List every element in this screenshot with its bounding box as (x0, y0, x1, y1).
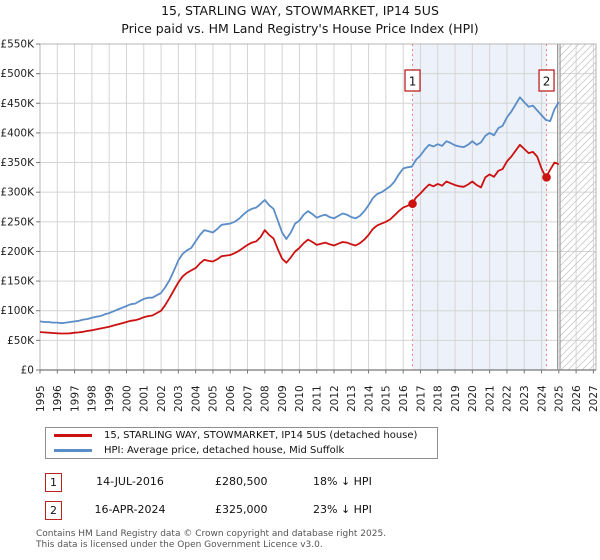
page-subtitle: Price paid vs. HM Land Registry's House … (121, 21, 479, 36)
legend-label-hpi: HPI: Average price, detached house, Mid … (104, 444, 345, 456)
sale-date: 14-JUL-2016 (96, 475, 164, 488)
sale-marker-dot (542, 173, 551, 182)
between-sales-shading (412, 44, 547, 370)
hpi-line-swatch (54, 448, 92, 452)
marker-label-box (538, 69, 555, 92)
svg-text:2008: 2008 (260, 385, 272, 412)
sale-hpi-diff: 23% ↓ HPI (313, 503, 372, 516)
svg-text:£100K: £100K (0, 305, 35, 317)
svg-text:2004: 2004 (190, 385, 202, 412)
sale-price: £325,000 (215, 503, 268, 516)
sale-annotation-row: 2 16-APR-2024 £325,000 23% ↓ HPI (0, 501, 600, 521)
svg-text:2021: 2021 (484, 385, 496, 412)
marker-number-box: 1 (45, 473, 62, 492)
svg-text:2013: 2013 (346, 385, 358, 412)
legend-item-hpi: HPI: Average price, detached house, Mid … (54, 443, 437, 457)
svg-text:2011: 2011 (312, 385, 324, 412)
svg-text:2026: 2026 (571, 385, 583, 412)
svg-text:2010: 2010 (294, 385, 306, 412)
svg-text:2001: 2001 (139, 385, 151, 412)
marker-label-text: 2 (543, 75, 551, 89)
legend: 15, STARLING WAY, STOWMARKET, IP14 5US (… (45, 427, 438, 459)
sale-hpi-diff: 18% ↓ HPI (313, 475, 372, 488)
sale-marker-dot (408, 199, 417, 209)
svg-text:£350K: £350K (0, 157, 35, 169)
future-hatched-region (558, 44, 596, 370)
svg-text:£250K: £250K (0, 216, 35, 228)
svg-text:1996: 1996 (52, 385, 64, 412)
svg-text:1997: 1997 (69, 385, 81, 412)
svg-text:2003: 2003 (173, 385, 185, 412)
sale-annotation-row: 1 14-JUL-2016 £280,500 18% ↓ HPI (0, 473, 600, 493)
hpi-line (39, 96, 560, 325)
license-line-2: This data is licensed under the Open Gov… (36, 539, 323, 550)
svg-text:2025: 2025 (554, 385, 566, 412)
axis-ticks (36, 43, 594, 374)
svg-text:2006: 2006 (225, 385, 237, 412)
svg-text:2018: 2018 (433, 385, 445, 412)
svg-text:£300K: £300K (0, 187, 35, 199)
svg-text:1999: 1999 (104, 385, 116, 412)
svg-text:£450K: £450K (0, 98, 35, 110)
marker-label-text: 1 (409, 75, 417, 89)
svg-text:2000: 2000 (121, 385, 133, 412)
page-title: 15, STARLING WAY, STOWMARKET, IP14 5US (161, 3, 439, 18)
svg-text:£500K: £500K (0, 68, 35, 80)
property-line-swatch (54, 434, 92, 438)
svg-text:2020: 2020 (467, 385, 479, 412)
sale-date: 16-APR-2024 (94, 503, 166, 516)
svg-text:2002: 2002 (156, 385, 168, 412)
marker-label-box (404, 69, 421, 92)
svg-text:2016: 2016 (398, 385, 410, 412)
gridlines (39, 43, 596, 371)
svg-text:£50K: £50K (7, 335, 35, 347)
svg-text:£200K: £200K (0, 246, 35, 258)
svg-text:£400K: £400K (0, 127, 35, 139)
license-line-1: Contains HM Land Registry data © Crown c… (36, 529, 387, 539)
price-chart: £0 £50K £100K £150K £200K £250K £300K £350K £400… (0, 39, 600, 413)
svg-text:2023: 2023 (519, 385, 531, 412)
svg-text:2007: 2007 (242, 385, 254, 412)
license-note: Contains HM Land Registry data © Crown c… (36, 529, 386, 550)
marker-number-box: 2 (45, 501, 62, 520)
svg-text:2024: 2024 (536, 385, 548, 412)
svg-text:2017: 2017 (415, 385, 427, 412)
axis-labels: £0 £50K £100K £150K £200K £250K £300K £350K £400… (0, 39, 600, 413)
svg-text:1998: 1998 (87, 385, 99, 412)
svg-text:2014: 2014 (363, 385, 375, 412)
svg-text:£550K: £550K (0, 39, 35, 51)
svg-text:2015: 2015 (381, 385, 393, 412)
svg-text:2009: 2009 (277, 385, 289, 412)
property-price-line (39, 143, 560, 335)
svg-text:2022: 2022 (502, 385, 514, 412)
svg-text:1995: 1995 (35, 385, 47, 412)
svg-text:2027: 2027 (588, 385, 600, 412)
sale-price: £280,500 (215, 475, 268, 488)
legend-item-property: 15, STARLING WAY, STOWMARKET, IP14 5US (… (54, 429, 437, 443)
svg-text:£150K: £150K (0, 276, 35, 288)
svg-text:£0: £0 (21, 365, 34, 377)
svg-text:2019: 2019 (450, 385, 462, 412)
svg-text:2012: 2012 (329, 385, 341, 412)
svg-text:2005: 2005 (208, 385, 220, 412)
legend-label-property: 15, STARLING WAY, STOWMARKET, IP14 5US (… (104, 430, 418, 442)
